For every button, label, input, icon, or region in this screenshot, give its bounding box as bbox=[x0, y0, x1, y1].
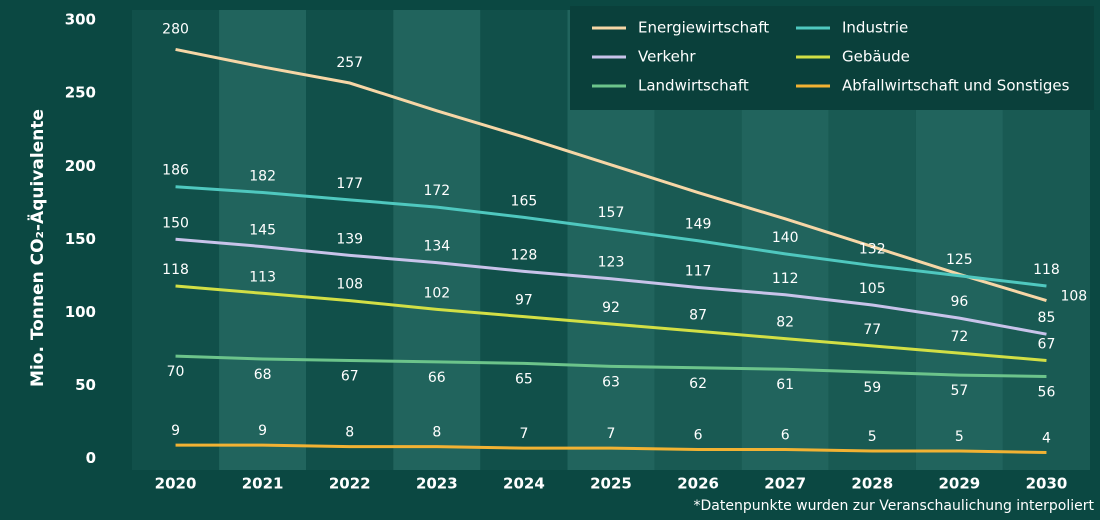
series-line bbox=[175, 237, 1047, 336]
value-label: 172 bbox=[423, 183, 450, 199]
legend-label: Industrie bbox=[842, 19, 908, 37]
value-label: 68 bbox=[254, 367, 272, 383]
value-label: 5 bbox=[955, 429, 964, 445]
value-label: 57 bbox=[950, 383, 968, 399]
value-label: 257 bbox=[336, 55, 363, 71]
legend-label: Gebäude bbox=[842, 48, 910, 66]
value-label: 113 bbox=[249, 269, 276, 285]
column-band bbox=[480, 10, 568, 470]
value-label: 8 bbox=[432, 425, 441, 441]
value-label: 108 bbox=[336, 277, 363, 293]
y-tick-label: 250 bbox=[65, 84, 96, 102]
column-band bbox=[393, 10, 481, 470]
value-label: 139 bbox=[336, 231, 363, 247]
x-tick-label: 2027 bbox=[764, 475, 806, 493]
y-tick-label: 150 bbox=[65, 230, 96, 248]
value-label: 65 bbox=[515, 371, 533, 387]
y-tick-label: 50 bbox=[75, 376, 96, 394]
value-label: 108 bbox=[1060, 289, 1087, 305]
value-label: 102 bbox=[423, 285, 450, 301]
value-label: 6 bbox=[781, 428, 790, 444]
value-label: 62 bbox=[689, 376, 707, 392]
value-label: 70 bbox=[167, 364, 185, 380]
value-label: 9 bbox=[171, 423, 180, 439]
legend-box bbox=[570, 6, 1094, 110]
value-label: 67 bbox=[341, 368, 359, 384]
x-tick-label: 2023 bbox=[416, 475, 458, 493]
value-label: 112 bbox=[772, 271, 799, 287]
value-label: 165 bbox=[511, 193, 538, 209]
value-label: 7 bbox=[607, 426, 616, 442]
value-label: 72 bbox=[950, 329, 968, 345]
value-label: 59 bbox=[863, 380, 881, 396]
y-tick-label: 200 bbox=[65, 157, 96, 175]
value-label: 118 bbox=[1033, 262, 1060, 278]
value-label: 92 bbox=[602, 300, 620, 316]
value-label: 125 bbox=[946, 252, 973, 268]
value-label: 56 bbox=[1038, 385, 1056, 401]
x-tick-label: 2020 bbox=[155, 475, 197, 493]
value-label: 63 bbox=[602, 374, 620, 390]
y-tick-label: 0 bbox=[86, 449, 96, 467]
value-label: 140 bbox=[772, 230, 799, 246]
value-label: 67 bbox=[1038, 336, 1056, 352]
legend-label: Landwirtschaft bbox=[638, 77, 749, 95]
value-label: 6 bbox=[694, 428, 703, 444]
footnote: *Datenpunkte wurden zur Veranschaulichun… bbox=[694, 498, 1095, 514]
value-label: 97 bbox=[515, 293, 533, 309]
y-tick-label: 100 bbox=[65, 303, 96, 321]
value-label: 145 bbox=[249, 223, 276, 239]
x-tick-label: 2029 bbox=[938, 475, 980, 493]
legend-label: Verkehr bbox=[638, 48, 696, 66]
x-tick-label: 2024 bbox=[503, 475, 545, 493]
value-label: 149 bbox=[685, 217, 712, 233]
column-band bbox=[306, 10, 394, 470]
value-label: 4 bbox=[1042, 430, 1051, 446]
x-tick-label: 2026 bbox=[677, 475, 719, 493]
series-line bbox=[175, 354, 1047, 379]
value-label: 157 bbox=[598, 205, 625, 221]
value-label: 123 bbox=[598, 255, 625, 271]
value-label: 118 bbox=[162, 262, 189, 278]
value-label: 7 bbox=[519, 426, 528, 442]
x-tick-label: 2022 bbox=[329, 475, 371, 493]
value-label: 8 bbox=[345, 425, 354, 441]
x-tick-label: 2030 bbox=[1026, 475, 1068, 493]
value-label: 134 bbox=[423, 239, 450, 255]
series-line bbox=[175, 47, 1047, 303]
legend-label: Abfallwirtschaft und Sonstiges bbox=[842, 77, 1070, 95]
value-label: 87 bbox=[689, 307, 707, 323]
value-label: 82 bbox=[776, 315, 794, 331]
series-line bbox=[175, 284, 1047, 362]
value-label: 128 bbox=[511, 247, 538, 263]
value-label: 150 bbox=[162, 215, 189, 231]
value-label: 105 bbox=[859, 281, 886, 297]
x-tick-label: 2025 bbox=[590, 475, 632, 493]
y-tick-label: 300 bbox=[65, 11, 96, 29]
series-line bbox=[175, 443, 1047, 454]
series-line bbox=[175, 185, 1047, 288]
x-tick-label: 2021 bbox=[242, 475, 284, 493]
value-label: 280 bbox=[162, 21, 189, 37]
value-label: 5 bbox=[868, 429, 877, 445]
value-label: 61 bbox=[776, 377, 794, 393]
value-label: 85 bbox=[1038, 310, 1056, 326]
value-label: 177 bbox=[336, 176, 363, 192]
value-label: 117 bbox=[685, 263, 712, 279]
value-label: 186 bbox=[162, 163, 189, 179]
legend-label: Energiewirtschaft bbox=[638, 19, 769, 37]
value-label: 9 bbox=[258, 423, 267, 439]
value-label: 66 bbox=[428, 370, 446, 386]
value-label: 96 bbox=[950, 294, 968, 310]
value-label: 77 bbox=[863, 322, 881, 338]
column-band bbox=[219, 10, 307, 470]
x-tick-label: 2028 bbox=[851, 475, 893, 493]
value-label: 182 bbox=[249, 169, 276, 185]
y-axis-label: Mio. Tonnen CO₂-Äquivalente bbox=[26, 109, 48, 387]
value-label: 132 bbox=[859, 242, 886, 258]
